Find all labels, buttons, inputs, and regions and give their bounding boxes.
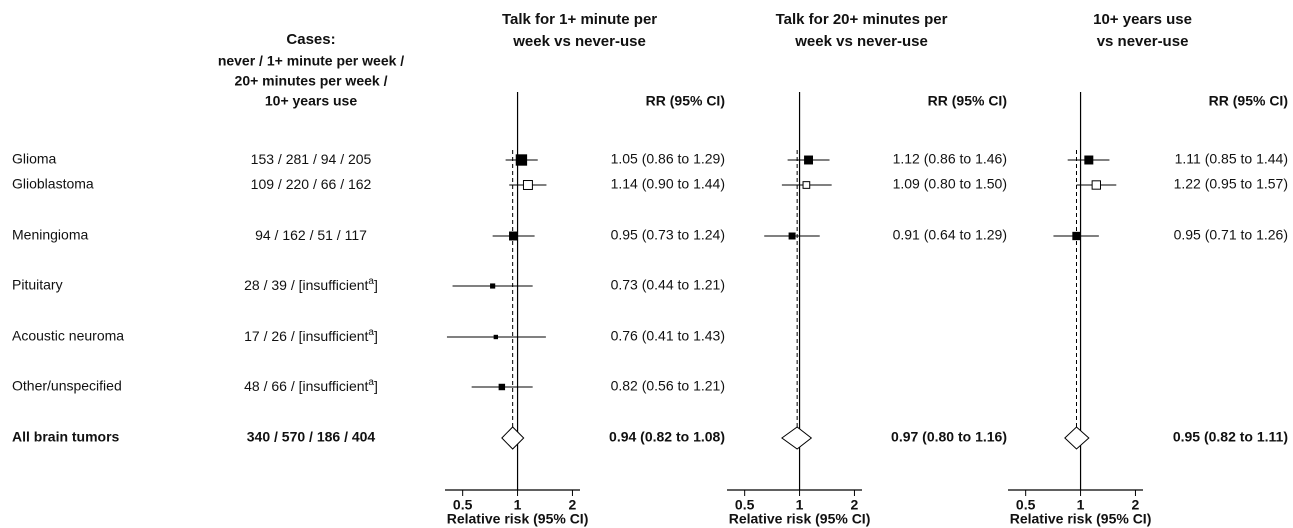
point-estimate xyxy=(515,154,528,166)
point-estimate xyxy=(802,181,811,189)
summary-rr-label: 0.94 (0.82 to 1.08) xyxy=(609,429,725,445)
cases-header-line: 10+ years use xyxy=(265,93,357,109)
point-estimate xyxy=(490,283,496,289)
cases-text: 94 / 162 / 51 / 117 xyxy=(255,227,367,243)
cases-header-line: 20+ minutes per week / xyxy=(235,73,388,89)
row-label: Acoustic neuroma xyxy=(12,328,124,344)
row-label: Other/unspecified xyxy=(12,378,122,394)
x-tick-label: 1 xyxy=(796,497,804,513)
x-tick-label: 1 xyxy=(1077,497,1085,513)
cases-text: 17 / 26 / [insufficient xyxy=(244,328,368,344)
summary-diamond xyxy=(1064,426,1090,450)
point-estimate xyxy=(804,155,814,165)
point-estimate xyxy=(498,383,506,391)
cases-note: a xyxy=(368,327,374,338)
cases-text: 153 / 281 / 94 / 205 xyxy=(251,151,372,167)
summary-cases: 340 / 570 / 186 / 404 xyxy=(247,429,376,445)
row-cases: 48 / 66 / [insufficienta] xyxy=(244,377,378,394)
row-cases: 153 / 281 / 94 / 205 xyxy=(251,151,372,167)
row-label: Glioblastoma xyxy=(12,176,94,192)
summary-diamond xyxy=(781,426,813,450)
cases-end: ] xyxy=(374,378,378,394)
x-tick-label: 0.5 xyxy=(1016,497,1036,513)
x-tick-label: 0.5 xyxy=(735,497,755,513)
summary-rr-label: 0.95 (0.82 to 1.11) xyxy=(1173,429,1288,445)
panel-title: vs never-use xyxy=(1097,33,1189,50)
summary-rr-label: 0.97 (0.80 to 1.16) xyxy=(891,429,1007,445)
rr-label: 1.14 (0.90 to 1.44) xyxy=(611,176,725,192)
x-axis-label: Relative risk (95% CI) xyxy=(447,511,589,527)
point-estimate xyxy=(1091,180,1101,190)
cases-text: 48 / 66 / [insufficient xyxy=(244,378,368,394)
row-label: Glioma xyxy=(12,151,57,167)
rr-label: 1.05 (0.86 to 1.29) xyxy=(611,151,725,167)
point-estimate xyxy=(493,334,499,340)
rr-label: 1.22 (0.95 to 1.57) xyxy=(1174,176,1288,192)
cases-note: a xyxy=(368,276,374,287)
column-header: RR (95% CI) xyxy=(646,93,725,109)
column-header: RR (95% CI) xyxy=(1209,93,1288,109)
x-tick-label: 1 xyxy=(514,497,522,513)
rr-label: 1.12 (0.86 to 1.46) xyxy=(893,151,1007,167)
point-estimate xyxy=(522,180,533,190)
summary-label: All brain tumors xyxy=(12,429,120,445)
point-estimate xyxy=(509,231,518,241)
x-axis-label: Relative risk (95% CI) xyxy=(729,511,871,527)
cases-header-title: Cases: xyxy=(286,31,335,48)
rr-label: 0.91 (0.64 to 1.29) xyxy=(893,227,1007,243)
rr-label: 1.11 (0.85 to 1.44) xyxy=(1175,151,1288,167)
point-estimate xyxy=(788,232,796,240)
row-cases: 109 / 220 / 66 / 162 xyxy=(251,176,372,192)
panel-title: Talk for 20+ minutes per xyxy=(776,11,948,28)
panel-title: week vs never-use xyxy=(794,33,928,50)
cases-header-line: never / 1+ minute per week / xyxy=(218,53,404,69)
rr-label: 0.95 (0.73 to 1.24) xyxy=(611,227,725,243)
x-axis-label: Relative risk (95% CI) xyxy=(1010,511,1152,527)
cases-note: a xyxy=(368,377,374,388)
rr-label: 0.82 (0.56 to 1.21) xyxy=(611,378,725,394)
row-cases: 94 / 162 / 51 / 117 xyxy=(255,227,367,243)
x-tick-label: 2 xyxy=(569,497,577,513)
cases-text: 109 / 220 / 66 / 162 xyxy=(251,176,372,192)
cases-text: 28 / 39 / [insufficient xyxy=(244,277,368,293)
x-tick-label: 2 xyxy=(1132,497,1140,513)
x-tick-label: 0.5 xyxy=(453,497,473,513)
rr-label: 0.95 (0.71 to 1.26) xyxy=(1174,227,1288,243)
x-tick-label: 2 xyxy=(851,497,859,513)
rr-label: 1.09 (0.80 to 1.50) xyxy=(893,176,1007,192)
column-header: RR (95% CI) xyxy=(928,93,1007,109)
point-estimate xyxy=(1072,231,1081,241)
rr-label: 0.76 (0.41 to 1.43) xyxy=(611,328,725,344)
row-label: Meningioma xyxy=(12,227,88,243)
panel-title: Talk for 1+ minute per xyxy=(502,11,657,28)
cases-end: ] xyxy=(374,277,378,293)
panel-title: 10+ years use xyxy=(1093,11,1192,28)
cases-end: ] xyxy=(374,328,378,344)
panel-title: week vs never-use xyxy=(512,33,646,50)
rr-label: 0.73 (0.44 to 1.21) xyxy=(611,277,725,293)
summary-diamond xyxy=(501,426,525,450)
point-estimate xyxy=(1084,155,1094,165)
row-cases: 28 / 39 / [insufficienta] xyxy=(244,276,378,293)
row-label: Pituitary xyxy=(12,277,63,293)
row-cases: 17 / 26 / [insufficienta] xyxy=(244,327,378,344)
